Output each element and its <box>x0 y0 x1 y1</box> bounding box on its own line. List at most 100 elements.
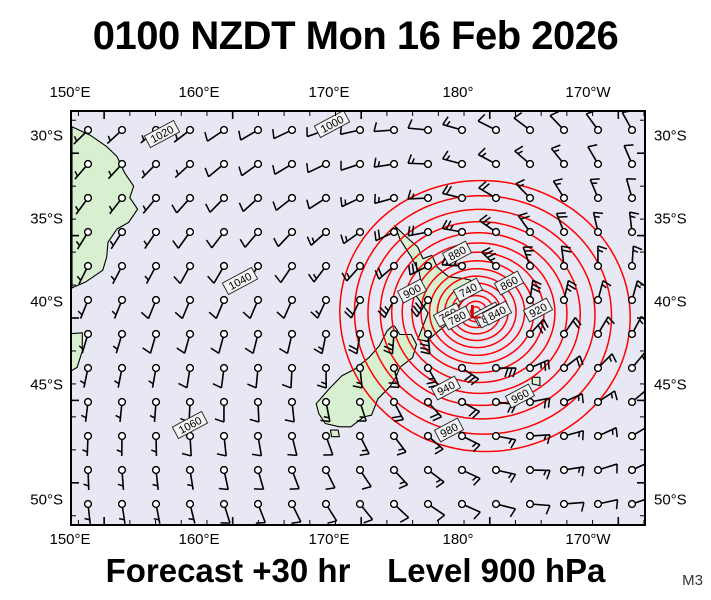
wind-barb <box>525 465 551 480</box>
wind-barb <box>627 390 644 407</box>
wind-barb <box>373 157 399 169</box>
wind-barb <box>284 397 297 423</box>
wind-barb <box>389 499 410 523</box>
wind-barb <box>559 393 584 407</box>
wind-barb <box>272 159 297 176</box>
x-tick-label-bottom-1: 160°E <box>178 531 220 548</box>
y-tick-label-left-0: 30°S <box>30 127 63 145</box>
wind-barb <box>627 427 644 441</box>
wind-barb <box>457 465 481 486</box>
wind-barb <box>407 189 433 203</box>
land-stewart <box>329 429 340 438</box>
wind-barb <box>491 499 517 518</box>
wind-barb <box>550 144 569 169</box>
wind-barb <box>522 246 535 271</box>
wind-barb <box>343 295 365 319</box>
wind-barb <box>106 125 127 145</box>
wind-barb <box>244 329 263 355</box>
wind-barb <box>115 397 127 422</box>
wind-barb <box>321 499 338 524</box>
land-nz-south <box>315 325 418 428</box>
wind-barb <box>525 318 549 339</box>
wind-barb <box>176 329 195 354</box>
wind-barb <box>216 431 229 457</box>
wind-barb <box>307 261 331 283</box>
wind-barb <box>491 431 517 449</box>
wind-barb <box>151 431 161 457</box>
wind-barb <box>274 261 297 284</box>
wind-barb <box>593 280 612 305</box>
wind-barb <box>481 247 501 271</box>
wind-barb <box>442 150 467 169</box>
wind-barb <box>593 353 618 373</box>
wind-barb <box>457 363 480 386</box>
wind-barb <box>389 465 409 490</box>
wind-barb <box>306 193 331 210</box>
wind-barb <box>141 159 161 179</box>
wind-barb <box>389 397 405 422</box>
wind-barb <box>559 499 585 512</box>
wind-barb <box>559 317 582 339</box>
wind-barb <box>238 193 263 213</box>
wind-barb <box>514 145 535 169</box>
wind-barb <box>419 329 433 355</box>
wind-barb <box>549 112 569 135</box>
wind-barb <box>625 178 637 203</box>
wind-barb <box>320 397 331 423</box>
wind-barb <box>555 212 569 237</box>
x-tick-label-top-3: 180° <box>442 84 474 101</box>
wind-barb <box>374 227 399 242</box>
wind-barb <box>355 499 374 524</box>
wind-barb <box>140 295 161 320</box>
y-tick-label-right-2: 40°S <box>654 293 687 311</box>
model-watermark: M3 <box>682 572 703 589</box>
y-tick-label-right-0: 30°S <box>654 127 687 145</box>
wind-barb <box>627 352 644 373</box>
wind-barb <box>185 465 195 490</box>
wind-barb <box>388 363 400 389</box>
low-pressure-centre-marker: L <box>470 302 482 323</box>
wind-barb <box>552 178 569 203</box>
wind-barb <box>593 463 618 475</box>
wind-barb <box>423 431 444 455</box>
synoptic-chart-plot[interactable]: 7407607808008208408608809009209409609801… <box>70 110 646 526</box>
wind-barb <box>559 355 584 373</box>
wind-barb <box>142 329 161 354</box>
wind-barb <box>214 397 229 423</box>
isobar-label-1020: 1020 <box>143 119 181 149</box>
y-tick-label-left-4: 50°S <box>30 491 63 509</box>
wind-barb <box>238 125 263 141</box>
wind-barb <box>355 431 370 456</box>
wind-barb <box>306 159 331 174</box>
wind-barb <box>151 499 161 524</box>
y-tick-label-right-3: 45°S <box>654 376 687 394</box>
wind-barb <box>373 193 399 205</box>
wind-barb <box>316 363 331 389</box>
wind-barb <box>83 465 93 491</box>
wind-barb <box>208 295 229 320</box>
wind-barb <box>77 295 93 319</box>
wind-barb <box>273 227 297 248</box>
wind-barb <box>513 112 535 135</box>
wind-barb <box>477 147 501 169</box>
wind-barb <box>107 159 127 180</box>
wind-barb <box>525 279 542 305</box>
wind-barb <box>112 329 127 354</box>
wind-barb <box>287 499 302 524</box>
wind-barb <box>172 227 195 249</box>
y-tick-label-right-1: 35°S <box>654 210 687 228</box>
wind-barb <box>218 465 229 491</box>
wind-barb <box>407 154 433 169</box>
wind-barb <box>478 181 501 203</box>
wind-barb <box>287 431 298 457</box>
wind-barb <box>627 245 643 271</box>
wind-barb <box>116 431 127 457</box>
wind-barb <box>592 211 604 237</box>
chart-canvas: 7407607808008208408608809009209409609801… <box>72 112 644 524</box>
wind-barb <box>171 193 195 214</box>
wind-barb <box>559 429 585 441</box>
wind-barb <box>627 499 644 509</box>
wind-barb <box>306 227 331 246</box>
wind-barb <box>491 465 517 483</box>
wind-barb <box>149 397 161 423</box>
